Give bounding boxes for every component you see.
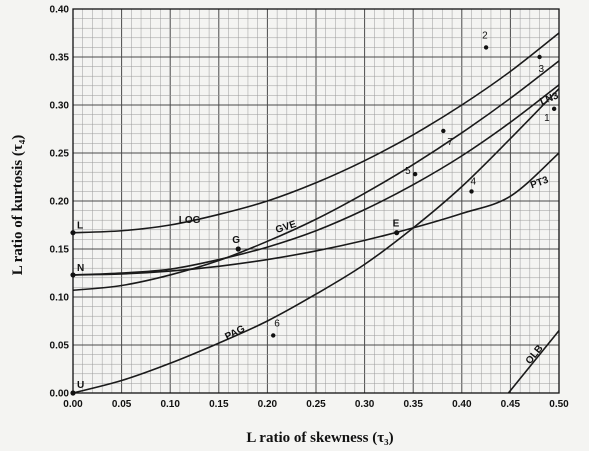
y-tick-label: 0.35	[50, 53, 70, 64]
sample-point-2	[483, 45, 489, 50]
y-tick-label: 0.30	[50, 101, 70, 112]
series-pag-label: PAG	[223, 323, 247, 342]
series-log-line	[72, 32, 560, 234]
x-tick-label: 0.25	[306, 399, 326, 410]
plot-frame	[72, 8, 560, 394]
x-axis-title: L ratio of skewness (τ₃)	[246, 430, 393, 446]
y-tick-label: 0.25	[50, 149, 70, 160]
y-axis-title: L ratio of kurtosis (τ₄)	[10, 135, 26, 276]
reference-point-label: N	[77, 263, 84, 274]
y-tick-label: 0.00	[50, 389, 70, 400]
x-tick-label: 0.10	[160, 399, 180, 410]
y-tick-label: 0.10	[50, 293, 70, 304]
y-tick-label: 0.40	[50, 5, 70, 16]
reference-point-label: U	[77, 380, 84, 391]
x-tick-label: 0.50	[549, 399, 569, 410]
sample-point-label: 1	[544, 113, 550, 124]
series-olb-label: OLB	[524, 343, 546, 366]
x-tick-label: 0.45	[501, 399, 521, 410]
reference-point-label: L	[77, 221, 83, 232]
sample-point-label: 4	[471, 176, 477, 187]
x-tick-label: 0.15	[209, 399, 229, 410]
x-tick-label: 0.35	[403, 399, 423, 410]
reference-point-label: E	[393, 219, 400, 230]
x-tick-label: 0.40	[452, 399, 472, 410]
sample-point-7	[441, 128, 446, 134]
y-tick-label: 0.05	[50, 341, 70, 352]
x-tick-label: 0.30	[355, 399, 375, 410]
points: L N U G E 1 2 3 4 5 6 7	[70, 30, 557, 396]
axes: 0.00 0.05 0.10 0.15 0.20 0.25 0.30 0.35 0.40 0.45…	[50, 5, 570, 411]
sample-point-6	[271, 333, 276, 338]
reference-point-e	[394, 230, 400, 236]
x-tick-label: 0.20	[258, 399, 278, 410]
series-pt3-line	[72, 152, 560, 276]
sample-point-1	[551, 106, 557, 112]
sample-point-label: 3	[539, 64, 545, 75]
series-pag-line	[72, 88, 560, 394]
sample-point-label: 6	[274, 318, 280, 329]
x-tick-label: 0.05	[112, 399, 132, 410]
sample-point-label: 5	[405, 166, 411, 177]
grid	[72, 8, 560, 394]
reference-point-label: G	[232, 235, 240, 246]
series-log-label: LOG	[179, 215, 201, 226]
sample-point-4	[469, 189, 474, 194]
sample-point-label: 2	[482, 30, 488, 41]
series-gve-line	[72, 60, 560, 292]
sample-point-label: 7	[447, 137, 453, 148]
sample-point-5	[412, 171, 418, 177]
y-tick-label: 0.20	[50, 197, 70, 208]
series-olb-line	[507, 330, 560, 394]
y-tick-label: 0.15	[50, 245, 70, 256]
series-ln3-line	[72, 84, 560, 276]
reference-point-g	[235, 246, 241, 252]
sample-point-3	[537, 54, 542, 60]
x-tick-label: 0.00	[63, 399, 83, 410]
